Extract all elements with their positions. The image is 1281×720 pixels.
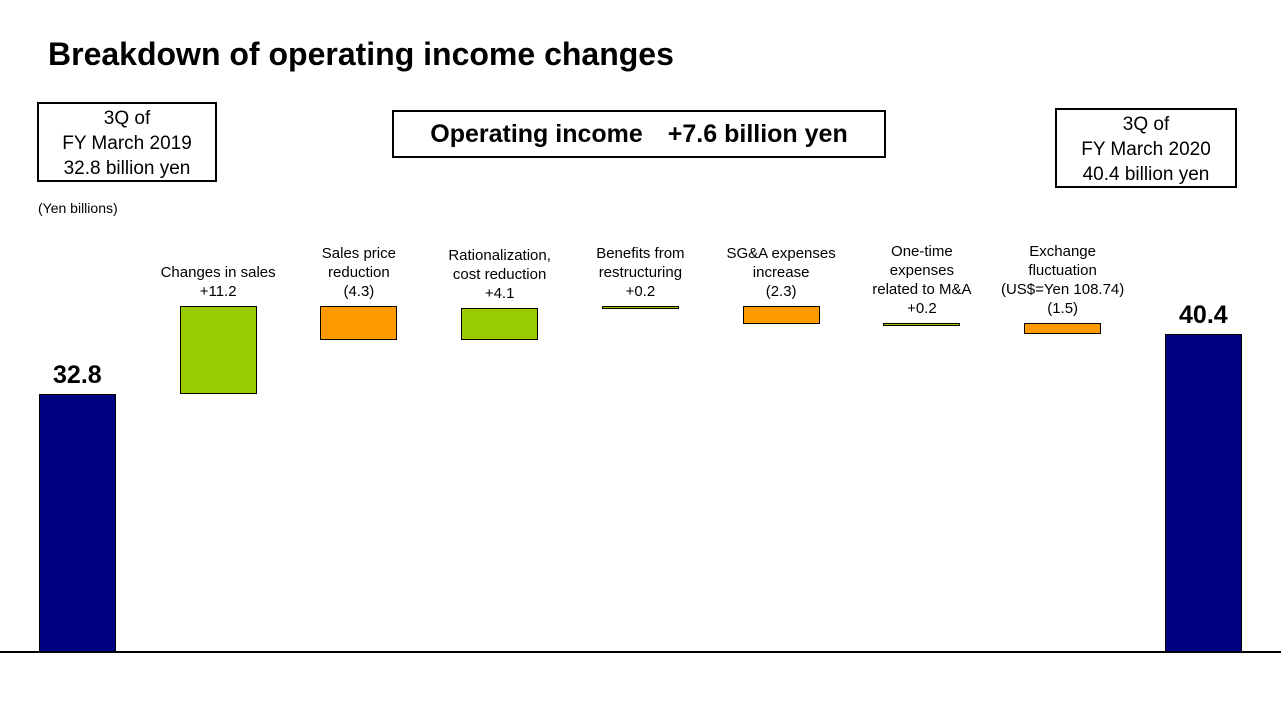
value-label: 32.8 (53, 361, 102, 390)
value-label: +0.2 (625, 283, 656, 300)
bar (320, 306, 398, 340)
subtitle-box: Operating income +7.6 billion yen (392, 110, 886, 158)
end-box: 3Q of FY March 2020 40.4 billion yen (1055, 108, 1237, 188)
bar (179, 306, 257, 395)
start-box: 3Q of FY March 2019 32.8 billion yen (37, 102, 217, 182)
value-label: 40.4 (1179, 301, 1228, 330)
baseline (0, 651, 1281, 653)
category-label: Exchange fluctuation (US$=Yen 108.74) (1000, 242, 1125, 298)
category-label: Rationalization, cost reduction (448, 246, 551, 283)
unit-label: (Yen billions) (38, 200, 118, 216)
bar (38, 394, 116, 652)
value-label: +4.1 (484, 284, 515, 302)
value-label: (2.3) (765, 283, 797, 300)
category-label: Changes in sales (160, 264, 276, 281)
value-label: (4.3) (343, 283, 375, 300)
bar (461, 307, 539, 340)
category-label: One-time expenses related to M&A (872, 242, 972, 298)
value-label: +0.2 (907, 299, 937, 317)
bar (601, 306, 679, 309)
category-label: Benefits from restructuring (596, 245, 685, 281)
bar (883, 322, 961, 326)
value-label: (1.5) (1047, 299, 1079, 317)
category-label: SG&A expenses increase (726, 245, 836, 281)
value-label: +11.2 (199, 283, 237, 300)
chart-title: Breakdown of operating income changes (48, 36, 674, 72)
category-label: Sales price reduction (321, 245, 396, 281)
bar (1164, 334, 1242, 652)
bar (1024, 322, 1102, 335)
bar (742, 306, 820, 325)
